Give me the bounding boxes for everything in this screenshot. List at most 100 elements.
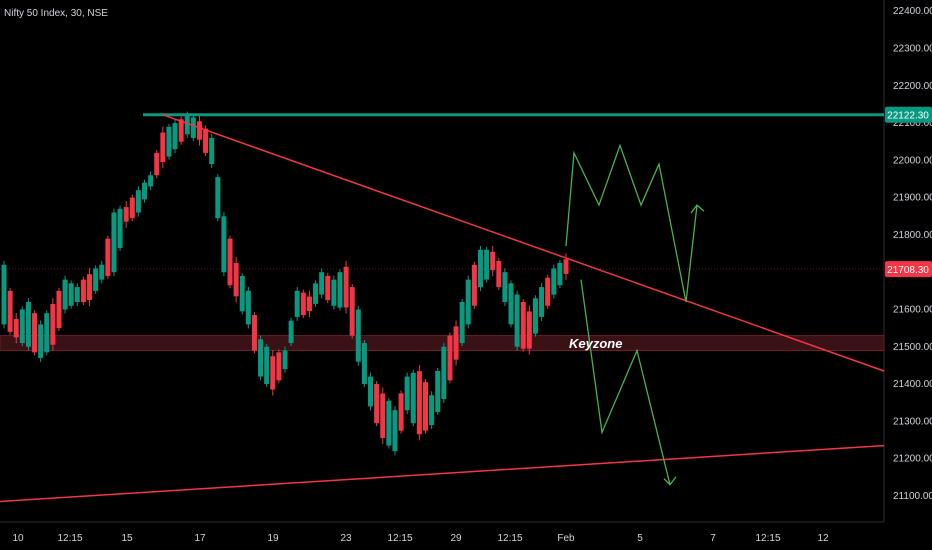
- candle-body: [276, 352, 282, 381]
- candle-body: [520, 302, 526, 349]
- candle: [331, 269, 343, 311]
- price-badge-label: 21708.30: [887, 265, 929, 276]
- y-tick-label: 21900.00: [893, 193, 932, 204]
- candle-body: [25, 302, 31, 347]
- candle-body: [477, 249, 483, 288]
- candle: [539, 274, 551, 321]
- candle-body: [251, 315, 257, 351]
- candle-body: [361, 343, 367, 385]
- candle-body: [484, 249, 490, 280]
- candle-body: [386, 400, 392, 446]
- x-tick-label: 19: [267, 533, 279, 544]
- x-tick-label: 12: [817, 533, 829, 544]
- candle-body: [74, 287, 80, 303]
- candle: [416, 365, 428, 441]
- candle-body: [294, 290, 300, 317]
- candle-body: [105, 238, 111, 276]
- candle: [477, 245, 490, 292]
- x-tick-label: 12:15: [57, 533, 82, 544]
- candle: [111, 205, 123, 277]
- candle-body: [117, 208, 123, 248]
- candle-body: [166, 126, 172, 157]
- candle: [368, 372, 380, 427]
- candle-body: [233, 263, 239, 297]
- y-axis-ticks[interactable]: 22400.00 22300.00 22200.00 22100.00 22000.00…: [893, 6, 932, 502]
- candle-body: [539, 287, 545, 317]
- bullish-projection-path[interactable]: [565, 143, 698, 303]
- candle-body: [129, 197, 135, 219]
- candle-body: [1, 264, 7, 325]
- candle-body: [44, 313, 50, 353]
- candle-body: [227, 238, 233, 286]
- x-tick-label: 23: [340, 533, 352, 544]
- y-tick-label: 22000.00: [893, 155, 932, 166]
- candle: [233, 257, 245, 315]
- x-tick-label: 7: [710, 533, 716, 544]
- candle: [355, 305, 367, 388]
- candle-body: [62, 279, 68, 310]
- candle: [209, 133, 221, 222]
- candle-body: [319, 272, 325, 295]
- candle-body: [142, 182, 147, 200]
- candle: [343, 260, 355, 339]
- candle-body: [459, 302, 465, 344]
- candle-body: [532, 298, 538, 334]
- candle: [258, 335, 270, 388]
- candle-body: [551, 268, 557, 295]
- candle-body: [374, 384, 380, 424]
- bullish-arrowhead-icon: [690, 204, 705, 214]
- y-tick-label: 22200.00: [893, 81, 932, 92]
- y-tick-label: 22100.00: [893, 118, 932, 129]
- candle: [270, 349, 282, 396]
- candle: [282, 317, 294, 374]
- projection-paths[interactable]: [565, 143, 705, 486]
- candle-body: [13, 318, 19, 338]
- candle: [502, 268, 514, 328]
- candle-body: [68, 283, 74, 306]
- candle: [392, 390, 404, 456]
- candle-body: [300, 292, 306, 316]
- ascending-trendline[interactable]: [0, 444, 885, 503]
- candle-body: [32, 313, 38, 353]
- price-badge: [885, 261, 932, 278]
- candle-body: [490, 251, 496, 271]
- candle-body: [87, 274, 93, 301]
- candle-body: [203, 128, 209, 153]
- candle-body: [508, 283, 514, 325]
- chart-title: Nifty 50 Index, 30, NSE: [4, 8, 108, 19]
- descending-trendline[interactable]: [162, 114, 885, 372]
- candle-body: [190, 117, 196, 138]
- bearish-arrowhead-icon: [663, 476, 677, 486]
- candle-body: [264, 346, 270, 385]
- candle-body: [453, 326, 459, 360]
- candle-body: [447, 335, 453, 381]
- y-tick-label: 22400.00: [893, 6, 932, 17]
- candle-body: [38, 324, 44, 358]
- trendlines-group[interactable]: [0, 113, 885, 503]
- candle-body: [80, 279, 86, 303]
- candle: [99, 235, 111, 284]
- candle: [526, 295, 538, 355]
- candle-body: [99, 264, 105, 280]
- y-tick-label: 21300.00: [893, 416, 932, 427]
- x-axis-ticks[interactable]: 10 12:15 15 17 19 23 12:15 29 12:15 Feb 5 7 12:15 12: [12, 533, 829, 544]
- bearish-projection-path[interactable]: [580, 279, 671, 485]
- candle-body: [282, 350, 288, 370]
- candle: [62, 275, 74, 314]
- candle-body: [93, 268, 99, 291]
- candle: [74, 276, 86, 307]
- candle-body: [221, 216, 227, 273]
- candle: [429, 367, 441, 430]
- price-badge-label: 22122.30: [887, 111, 929, 122]
- candle-body: [416, 371, 422, 435]
- candle-body: [355, 309, 361, 362]
- price-badges: 22122.30 21708.30: [885, 106, 932, 278]
- candle-body: [270, 356, 276, 390]
- candle-body: [184, 115, 190, 135]
- candle: [148, 149, 160, 191]
- candle: [514, 290, 526, 352]
- candle-body: [404, 376, 410, 411]
- candle-body: [398, 393, 404, 431]
